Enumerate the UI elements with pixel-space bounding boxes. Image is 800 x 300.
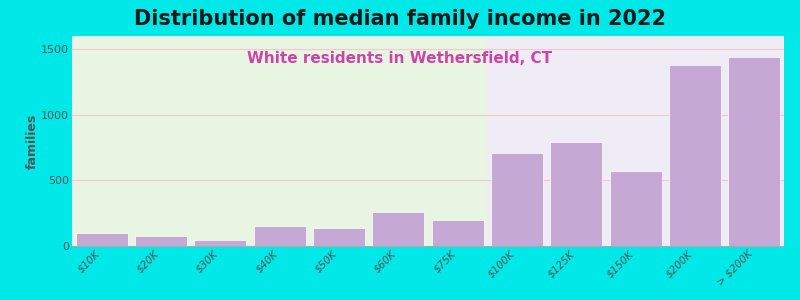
Bar: [550, 142, 602, 246]
Bar: [75, 233, 128, 246]
Bar: [254, 226, 306, 246]
Text: White residents in Wethersfield, CT: White residents in Wethersfield, CT: [247, 51, 553, 66]
Bar: [487, 36, 784, 246]
Bar: [72, 36, 487, 246]
Bar: [431, 220, 484, 246]
Bar: [491, 153, 543, 246]
Bar: [372, 212, 425, 246]
Bar: [135, 236, 187, 246]
Bar: [610, 170, 662, 246]
Y-axis label: families: families: [26, 113, 38, 169]
Bar: [728, 57, 781, 246]
Bar: [194, 240, 246, 246]
Text: Distribution of median family income in 2022: Distribution of median family income in …: [134, 9, 666, 29]
Bar: [313, 228, 365, 246]
Bar: [669, 65, 721, 246]
